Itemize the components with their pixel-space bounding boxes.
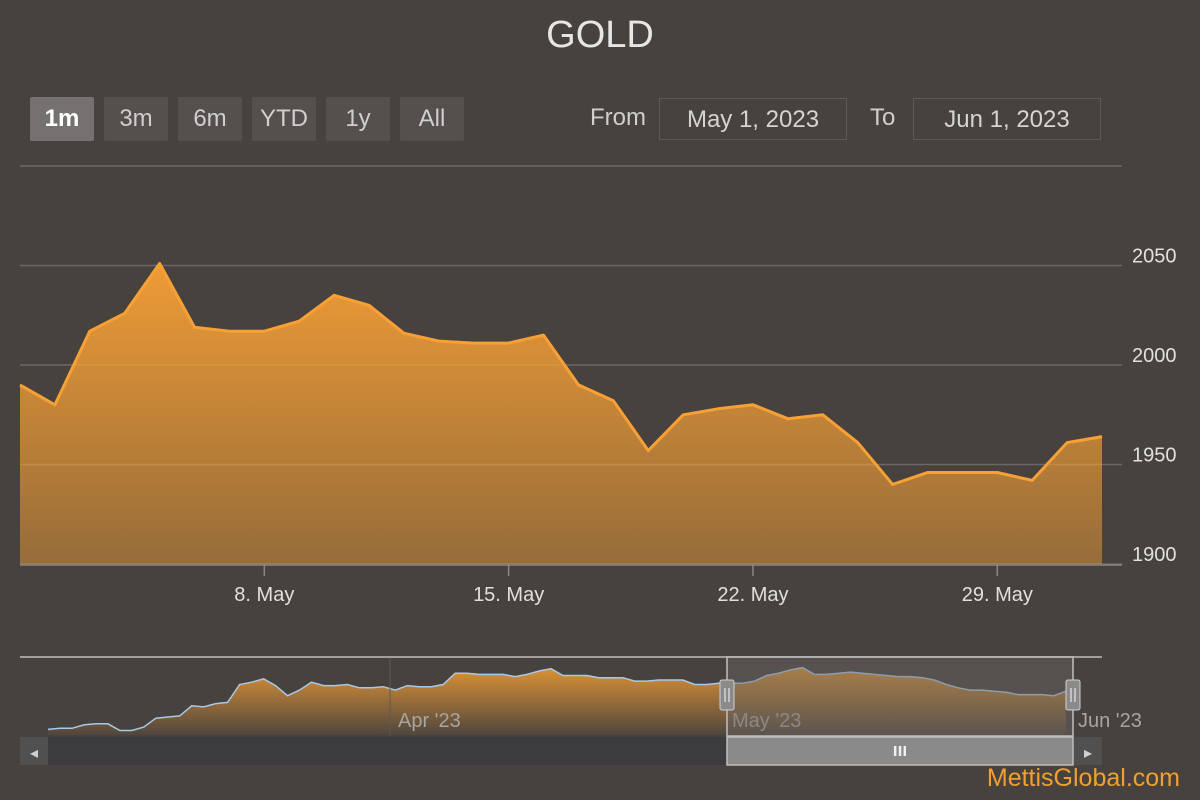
navigator-label: May '23 <box>732 710 801 732</box>
navigator-label: Apr '23 <box>398 710 461 732</box>
scrollbar-right-button[interactable] <box>1074 737 1102 765</box>
navigator-area <box>48 667 1066 735</box>
range-button-all[interactable]: All <box>400 97 464 141</box>
x-tick-label: 29. May <box>962 584 1033 606</box>
range-button-3m[interactable]: 3m <box>104 97 168 141</box>
scrollbar-grip-icon: III <box>893 745 908 760</box>
x-tick-label: 8. May <box>234 584 294 606</box>
chart-title: GOLD <box>546 14 654 56</box>
watermark: MettisGlobal.com <box>986 764 1180 792</box>
y-tick-label: 2000 <box>1132 345 1177 367</box>
x-tick-label: 15. May <box>473 584 544 606</box>
y-tick-label: 1900 <box>1132 544 1177 566</box>
y-tick-label: 1950 <box>1132 445 1177 467</box>
range-button-1y[interactable]: 1y <box>326 97 390 141</box>
from-date-input[interactable]: May 1, 2023 <box>659 98 847 140</box>
navigator-selection[interactable] <box>726 656 1074 737</box>
scrollbar-left-button[interactable] <box>20 737 48 765</box>
y-tick-label: 2050 <box>1132 246 1177 268</box>
series-line <box>19 262 1103 486</box>
navigator-right-handle[interactable] <box>1065 679 1081 711</box>
to-label: To <box>870 104 896 131</box>
scroll-left-arrow-icon: ◂ <box>30 743 38 762</box>
navigator-left-handle[interactable] <box>719 679 735 711</box>
navigator-label: Jun '23 <box>1078 710 1142 732</box>
scroll-right-arrow-icon: ▸ <box>1084 743 1092 762</box>
range-button-ytd[interactable]: YTD <box>252 97 316 141</box>
to-date-input[interactable]: Jun 1, 2023 <box>913 98 1101 140</box>
scrollbar-thumb[interactable] <box>726 736 1074 766</box>
navigator-line <box>47 666 1067 732</box>
x-tick-label: 22. May <box>717 584 788 606</box>
range-button-6m[interactable]: 6m <box>178 97 242 141</box>
range-button-1m[interactable]: 1m <box>30 97 94 141</box>
from-label: From <box>590 104 646 131</box>
series-area <box>20 263 1102 564</box>
